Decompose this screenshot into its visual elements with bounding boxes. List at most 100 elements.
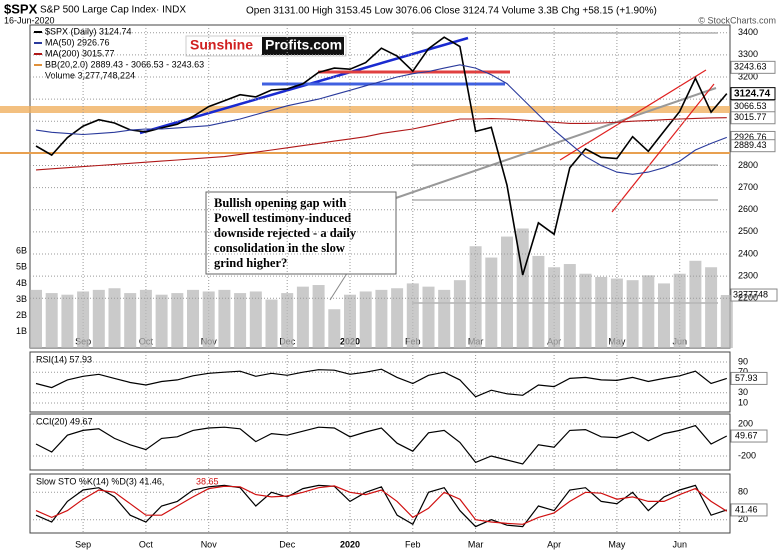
y-tick-label: 2800	[738, 160, 758, 170]
x-tick-label: Oct	[139, 539, 154, 549]
volume-bar	[312, 285, 325, 348]
volume-bar	[375, 289, 388, 348]
y-tick-label: 20	[738, 514, 748, 524]
volume-tick-label: 4B	[16, 278, 27, 288]
x-tick-label: Mar	[468, 539, 484, 549]
volume-bar	[108, 288, 121, 348]
price-marker	[730, 60, 776, 74]
volume-bar	[171, 293, 184, 348]
legend-label: Volume 3,277,748,224	[45, 70, 135, 80]
volume-bar	[673, 273, 686, 348]
volume-tick-label: 2B	[16, 310, 27, 320]
y-tick-label: 90	[738, 356, 748, 366]
volume-bar	[658, 283, 670, 348]
y-tick-label: 30	[738, 387, 748, 397]
volume-bar	[689, 260, 702, 348]
price-marker	[730, 139, 776, 153]
indicator-line	[35, 485, 728, 525]
volume-bar	[501, 236, 513, 348]
volume-bar	[626, 280, 639, 348]
volume-marker	[730, 288, 778, 302]
annotation-line: Bullish opening gap with	[214, 196, 346, 210]
volume-bar	[296, 286, 309, 348]
volume-bar	[406, 283, 419, 348]
y-tick-label: 3400	[738, 27, 758, 37]
price-marker-label: 2889.43	[734, 140, 767, 150]
volume-bar	[124, 293, 137, 348]
volume-bar	[61, 294, 74, 348]
panel-title: CCI(20) 49.67	[36, 416, 93, 426]
value-marker-label: 49.67	[735, 430, 758, 440]
volume-bar	[187, 289, 199, 348]
value-marker-label: 41.46	[735, 504, 758, 514]
volume-bar	[77, 291, 90, 348]
y-tick-label: -200	[738, 450, 756, 460]
annotation-line: grind higher?	[214, 256, 287, 270]
legend-label: $SPX (Daily) 3124.74	[45, 26, 132, 36]
volume-tick-label: 5B	[16, 262, 27, 272]
quote: Open 3131.00 High 3153.45 Low 3076.06 Cl…	[246, 6, 657, 17]
y-tick-label: 2600	[738, 204, 758, 214]
volume-bar	[155, 294, 168, 348]
y-tick-label: 3200	[738, 71, 758, 81]
volume-bar	[281, 293, 294, 348]
x-tick-label: Dec	[279, 539, 296, 549]
panel-title: RSI(14) 57.93	[36, 354, 92, 364]
volume-bar	[359, 291, 372, 348]
volume-bar	[579, 273, 592, 348]
volume-bar	[705, 267, 718, 348]
price-marker	[730, 111, 776, 125]
legend-label: MA(200) 3015.77	[45, 48, 115, 58]
copyright: © StockCharts.com	[698, 15, 776, 25]
volume-tick-label: 6B	[16, 245, 27, 255]
y-tick-label: 200	[738, 418, 753, 428]
price-marker-label: 3243.63	[734, 62, 767, 72]
panel-title-d: 38.65	[196, 476, 219, 486]
volume-bar	[563, 264, 576, 348]
volume-bar	[532, 255, 545, 348]
series-line	[35, 117, 727, 171]
indicator-line	[35, 484, 727, 528]
volume-tick-label: 1B	[16, 326, 27, 336]
volume-bar	[548, 267, 561, 348]
volume-bar	[485, 257, 498, 348]
y-tick-label: 2400	[738, 248, 758, 258]
panel-title: Slow STO %K(14) %D(3) 41.46,	[36, 476, 164, 486]
volume-bar	[391, 288, 404, 348]
series-line	[35, 36, 728, 276]
volume-bar	[610, 278, 623, 348]
volume-bar	[218, 289, 231, 348]
rsi-frame	[29, 351, 731, 413]
y-tick-label: 80	[738, 487, 748, 497]
volume-bar	[45, 293, 58, 348]
index-name: S&P 500 Large Cap Index· INDX	[40, 5, 186, 16]
indicator-line	[35, 424, 728, 465]
volume-marker-label: 3277748	[733, 289, 768, 299]
value-marker	[730, 429, 768, 443]
annotation-line: Powell testimony-induced	[214, 211, 351, 225]
value-marker	[730, 371, 768, 385]
gray-trend	[389, 87, 717, 201]
y-tick-label: 2200	[738, 293, 758, 303]
red-trend-2	[559, 69, 707, 161]
x-tick-label: Nov	[201, 539, 218, 549]
volume-bar	[344, 294, 356, 348]
annotation-box	[205, 191, 397, 275]
volume-bar	[234, 293, 247, 348]
symbol: $SPX	[4, 1, 38, 16]
x-tick-label: Feb	[405, 539, 421, 549]
x-tick-label: May	[608, 539, 626, 549]
y-tick-label: 2700	[738, 182, 758, 192]
logo: Sunshine Profits.com	[185, 35, 347, 57]
volume-bar	[249, 291, 262, 348]
volume-bar	[642, 275, 655, 348]
support-band	[0, 106, 730, 113]
date: 16-Jun-2020	[4, 15, 55, 25]
legend-label: MA(50) 2926.76	[45, 37, 110, 47]
sto-frame	[29, 473, 731, 534]
volume-bar	[422, 286, 435, 348]
volume-bar	[92, 289, 105, 348]
legend-label: BB(20,2.0) 2889.43 - 3066.53 - 3243.63	[45, 59, 204, 69]
